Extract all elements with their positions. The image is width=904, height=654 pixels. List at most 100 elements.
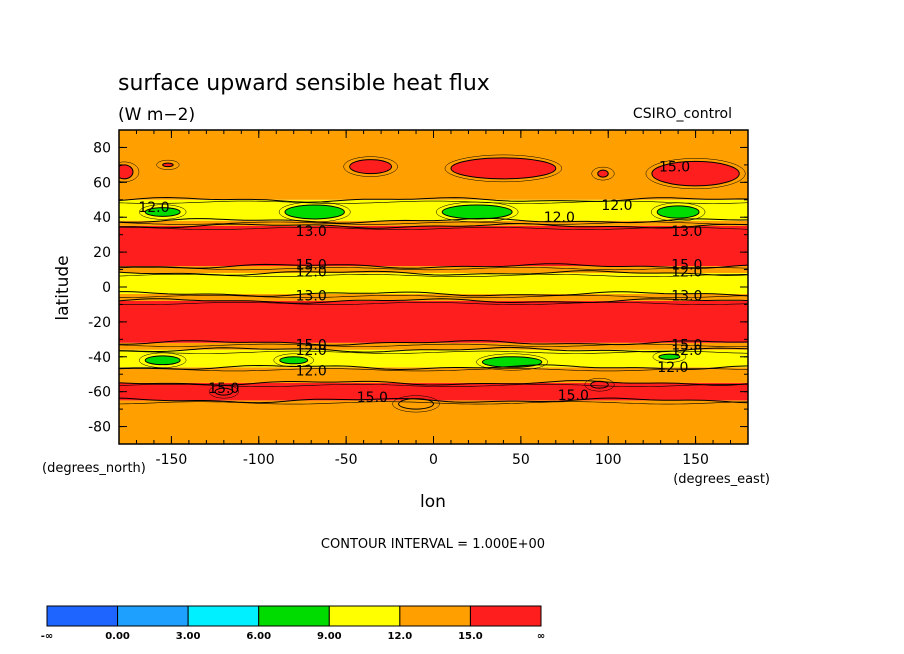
chart-units: (W m−2) [118, 105, 195, 125]
band-7 [119, 273, 748, 294]
x-tick-label: 100 [595, 452, 622, 468]
contour-label: 12.0 [671, 343, 702, 359]
colorbar-swatch [399, 605, 471, 627]
contour-label: 12.0 [296, 264, 327, 280]
contour-label: 13.0 [296, 289, 327, 305]
contour-line-9 [119, 223, 748, 229]
contour-line-minor-0 [119, 401, 748, 405]
patch-11 [651, 160, 740, 187]
x-axis-label: lon [420, 492, 446, 512]
patch-ring-4 [138, 352, 187, 368]
colorbar-label: 12.0 [388, 631, 413, 642]
patch-ring-16 [584, 377, 615, 392]
contour-line-minor-11 [119, 200, 748, 204]
band-3 [119, 349, 748, 368]
contour-line-4 [119, 340, 748, 346]
colorbar: -∞ 0.00 3.00 6.00 9.00 12.0 15.0 ∞ [41, 605, 545, 642]
colorbar-swatch [46, 605, 119, 627]
x-tick-label: -150 [156, 452, 188, 468]
patch-ring-9 [343, 156, 398, 177]
contour-label: 12.0 [138, 200, 169, 216]
patch-13 [597, 169, 609, 178]
contour-label: 15.0 [671, 257, 702, 273]
x-tick-label: -100 [243, 452, 275, 468]
x-axis-units: (degrees_east) [673, 472, 770, 487]
band-2 [119, 367, 748, 383]
band-9 [119, 225, 748, 267]
patch-5 [279, 356, 309, 365]
patch-0 [144, 207, 181, 217]
patch-ring-6 [476, 353, 549, 371]
contour-label: 12.0 [601, 198, 632, 214]
patch-1 [284, 204, 345, 220]
patch-9 [349, 159, 393, 175]
x-tick-label: 0 [429, 452, 438, 468]
contour-label: 15.0 [296, 338, 327, 354]
colorbar-swatch [187, 605, 260, 627]
colorbar-swatch [117, 605, 189, 627]
patch-3 [656, 205, 700, 219]
y-tick-label: 60 [93, 175, 111, 191]
band-5 [119, 300, 748, 343]
contour-label: 13.0 [671, 224, 702, 240]
y-tick-label: 80 [93, 140, 111, 156]
y-tick-label: 0 [102, 280, 111, 296]
patch-2 [441, 204, 513, 220]
y-axis-label: latitude [53, 255, 73, 320]
x-tick-label: 150 [682, 452, 709, 468]
colorbar-label: 6.00 [246, 631, 271, 642]
contour-line-minor-7 [119, 273, 748, 277]
patch-7 [658, 353, 681, 360]
band-10 [119, 220, 748, 226]
patch-12 [119, 164, 134, 180]
patch-ring-10 [444, 154, 563, 183]
contour-line-minor-8 [119, 267, 748, 271]
y-tick-label: -80 [88, 420, 111, 436]
patch-ring-13 [591, 166, 615, 181]
y-tick-label: -20 [88, 315, 111, 331]
contour-line-minor-4 [119, 343, 748, 347]
contour-label: 15.0 [558, 388, 589, 404]
x-tick-label: -50 [335, 452, 358, 468]
y-tick-label: -40 [88, 350, 111, 366]
contour-label: 12.0 [296, 343, 327, 359]
contour-label: 15.0 [659, 160, 690, 176]
contour-label: 12.0 [671, 264, 702, 280]
plot-area: 12.0 12.012.013.0 13.015.015.012.0 15.012.0… [119, 130, 748, 444]
y-tick-label: 40 [93, 210, 111, 226]
contour-line-1 [119, 380, 748, 386]
contour-label: 12.0 [657, 360, 688, 376]
colorbar-label: -∞ [41, 631, 53, 642]
colorbar-label: 0.00 [105, 631, 130, 642]
contour-line-0 [119, 397, 748, 404]
patch-ring-14 [392, 395, 440, 413]
contour-label: 15.0 [671, 338, 702, 354]
colorbar-label: 15.0 [458, 631, 483, 642]
contour-line-7 [119, 270, 748, 276]
patch-4 [144, 355, 181, 366]
band-6 [119, 293, 748, 301]
contour-label: 15.0 [208, 381, 239, 397]
colorbar-swatch [328, 605, 401, 627]
contour-line-minor-5 [119, 302, 748, 306]
contour-label: 12.0 [296, 364, 327, 380]
contour-interval-note: CONTOUR INTERVAL = 1.000E+00 [321, 537, 545, 552]
contour-label: 12.0 [544, 210, 575, 226]
contour-line-8 [119, 263, 748, 269]
patch-8 [162, 162, 174, 168]
contour-label: 15.0 [357, 390, 388, 406]
x-tick-label: 50 [512, 452, 530, 468]
y-tick-label: 20 [93, 245, 111, 261]
band-4 [119, 342, 748, 350]
contour-line-minor-3 [119, 350, 748, 354]
contour-label: 13.0 [296, 224, 327, 240]
contour-line-minor-6 [119, 295, 748, 298]
contour-line-6 [119, 291, 748, 297]
patch-10 [450, 157, 557, 180]
contour-line-minor-9 [119, 226, 748, 230]
colorbar-label: ∞ [537, 631, 545, 642]
chart-title: surface upward sensible heat flux [118, 71, 490, 96]
contour-line-5 [119, 298, 748, 304]
band-1 [119, 382, 748, 401]
